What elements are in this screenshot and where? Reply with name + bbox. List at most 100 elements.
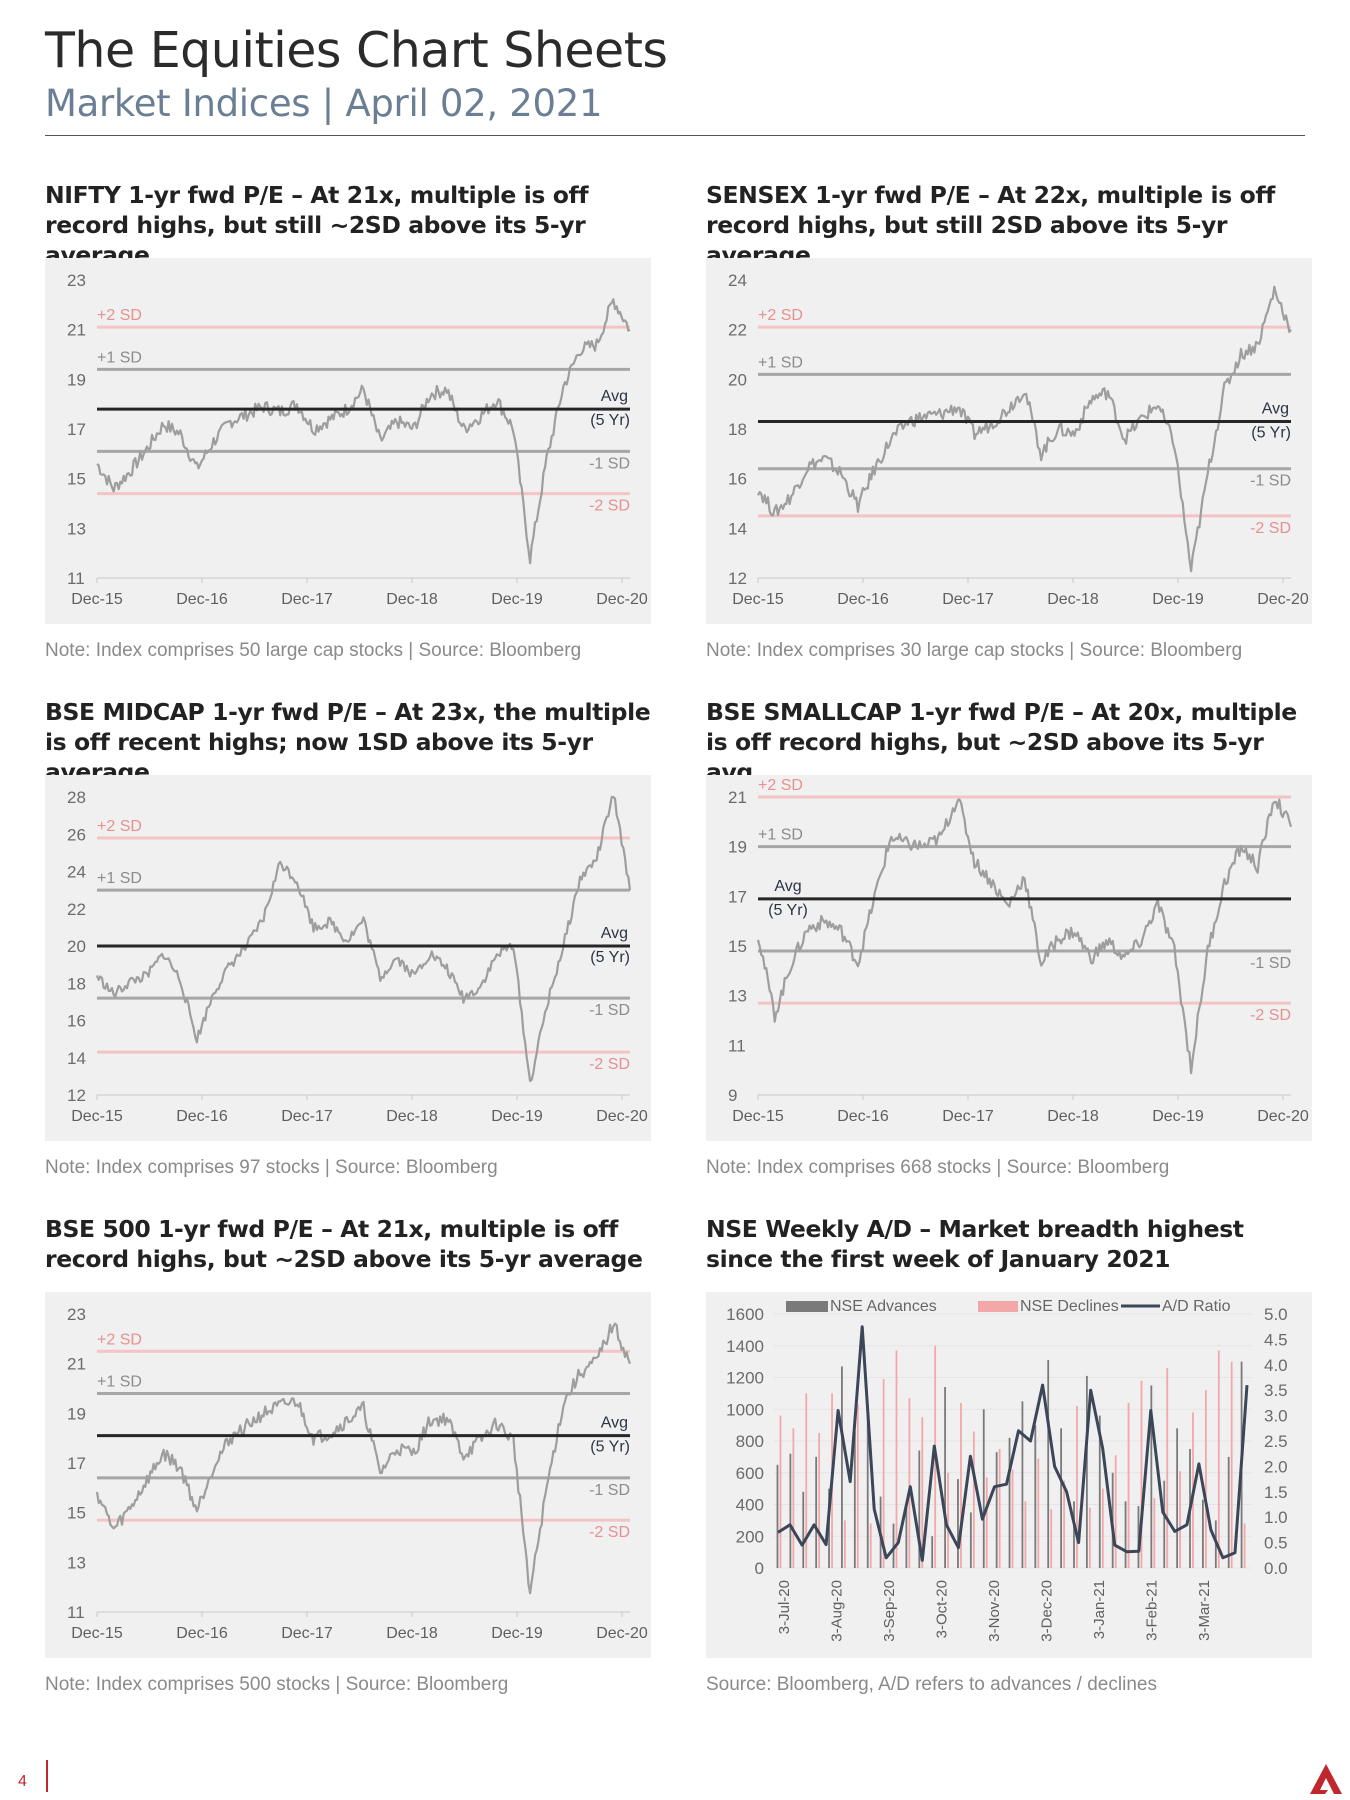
avg-label-period: (5 Yr): [590, 412, 630, 429]
chart-svg: 9 11 13 15 17 19 21 Dec-15 Dec-16 Dec-17 Dec-18 Dec…: [728, 777, 1309, 1125]
advances-bar: [1202, 1499, 1204, 1568]
plus-1sd-label: +1 SD: [758, 827, 803, 844]
plus-1sd-label: +1 SD: [97, 349, 142, 366]
x-tick-label: 3-Jul-20: [776, 1580, 793, 1634]
advances-bar: [1124, 1501, 1127, 1568]
declines-bar: [1140, 1380, 1143, 1568]
minus-2sd-label: -2 SD: [589, 1524, 630, 1541]
y-tick-label: 11: [67, 1603, 85, 1622]
y-tick-label: 800: [736, 1432, 764, 1451]
panel-nse-ad: NSE Weekly A/D – Market breadth highest …: [706, 1214, 1312, 1695]
avg-label: Avg: [1262, 401, 1289, 418]
plus-1sd-label: +1 SD: [758, 354, 803, 371]
y-tick-label: 19: [67, 1404, 86, 1423]
plus-2sd-label: +2 SD: [97, 307, 142, 324]
advances-bar: [1073, 1501, 1075, 1568]
avg-label-period: (5 Yr): [1251, 425, 1291, 442]
declines-bar: [882, 1379, 885, 1568]
report-title: The Equities Chart Sheets: [45, 22, 668, 79]
pe-series-line: [95, 795, 632, 1083]
panel-note: Source: Bloomberg, A/D refers to advance…: [706, 1674, 1157, 1695]
y2-tick-label: 2.0: [1264, 1457, 1288, 1476]
panel-midcap: BSE MIDCAP 1-yr fwd P/E – At 23x, the mu…: [45, 697, 651, 1178]
avg-label-period: (5 Yr): [590, 949, 630, 966]
advances-bar: [1008, 1437, 1011, 1568]
y-tick-label: 17: [67, 1454, 86, 1473]
plus-2sd-label: +2 SD: [97, 818, 142, 835]
declines-bar: [1166, 1367, 1169, 1568]
x-tick-label: Dec-15: [71, 1108, 123, 1125]
pe-series-line: [757, 285, 1292, 573]
y2-tick-label: 2.5: [1264, 1432, 1288, 1451]
advances-bar: [853, 1431, 856, 1568]
chart-smallcap-pe: 9 11 13 15 17 19 21 Dec-15 Dec-16 Dec-17 Dec-18 Dec…: [706, 775, 1312, 1141]
ad-ratio-line: [777, 1325, 1249, 1562]
advances-bar: [866, 1409, 869, 1568]
y2-tick-label: 0.5: [1264, 1534, 1288, 1553]
y-tick-label: 20: [67, 937, 86, 956]
y-tick-label: 12: [67, 1086, 86, 1105]
declines-bar: [818, 1433, 821, 1568]
declines-bar: [1205, 1390, 1207, 1568]
minus-1sd-label: -1 SD: [1250, 955, 1291, 972]
panel-title: BSE MIDCAP 1-yr fwd P/E – At 23x, the mu…: [45, 698, 651, 786]
y-tick-label: 23: [67, 1305, 86, 1324]
declines-bar: [844, 1520, 846, 1568]
x-tick-label: Dec-20: [596, 1108, 648, 1125]
avg-label: Avg: [601, 388, 628, 405]
advances-bar: [944, 1387, 946, 1568]
y-tick-label: 400: [736, 1496, 764, 1515]
y2-tick-label: 1.5: [1264, 1483, 1288, 1502]
advances-bar: [1034, 1425, 1037, 1568]
y-tick-label: 21: [67, 1355, 86, 1374]
advances-bar: [931, 1536, 934, 1568]
chart-bse500-pe: 11 13 15 17 19 21 23 Dec-15 Dec-16 Dec-17 Dec-18 De…: [45, 1292, 651, 1658]
declines-bar: [1217, 1350, 1220, 1568]
declines-bar: [1101, 1488, 1104, 1568]
declines-bar: [1153, 1498, 1156, 1568]
y-tick-label: 17: [67, 420, 86, 439]
pe-series-line: [96, 298, 631, 565]
declines-bar: [1230, 1361, 1233, 1568]
panel-title: NSE Weekly A/D – Market breadth highest …: [706, 1215, 1244, 1273]
y-tick-label: 21: [728, 788, 747, 807]
x-tick-label: 3-Sep-20: [881, 1580, 898, 1642]
declines-bar: [779, 1415, 782, 1568]
x-tick-label: Dec-20: [1257, 1108, 1309, 1125]
declines-bar: [1127, 1402, 1130, 1568]
panel-title: NIFTY 1-yr fwd P/E – At 21x, multiple is…: [45, 181, 589, 269]
declines-bar: [921, 1417, 924, 1568]
x-tick-label: 3-Jan-21: [1091, 1580, 1108, 1639]
legend-swatch-declines: [978, 1301, 1018, 1312]
panel-note: Note: Index comprises 30 large cap stock…: [706, 640, 1243, 661]
x-tick-label: 3-Mar-21: [1196, 1580, 1213, 1641]
advances-bar: [905, 1501, 908, 1568]
advances-bar: [918, 1450, 921, 1568]
x-tick-label: Dec-19: [491, 591, 543, 608]
avg-label-period: (5 Yr): [768, 902, 808, 919]
x-tick-label: Dec-18: [386, 1625, 438, 1642]
avg-label: Avg: [601, 1415, 628, 1432]
x-tick-label: 3-Aug-20: [829, 1580, 846, 1642]
x-tick-label: Dec-18: [386, 591, 438, 608]
chart-sensex-pe: 12 14 16 18 20 22 24 Dec-15 Dec-16 Dec-17 Dec-18 De…: [706, 258, 1312, 624]
minus-1sd-label: -1 SD: [589, 1482, 630, 1499]
x-tick-label: Dec-20: [596, 1625, 648, 1642]
advances-bar: [789, 1453, 792, 1568]
advances-bar: [776, 1464, 779, 1568]
x-tick-label: 3-Oct-20: [934, 1580, 951, 1638]
chart-svg: 12 14 16 18 20 22 24 Dec-15 Dec-16 Dec-17 Dec-18 De…: [728, 271, 1309, 608]
y-tick-label: 22: [67, 900, 86, 919]
y-tick-label: 12: [728, 569, 747, 588]
declines-bar: [908, 1398, 911, 1568]
footer-accent-bar: [46, 1760, 48, 1792]
y-tick-label: 200: [736, 1527, 764, 1546]
x-tick-label: Dec-16: [176, 1108, 228, 1125]
minus-1sd-label: -1 SD: [1250, 473, 1291, 490]
panel-title: SENSEX 1-yr fwd P/E – At 22x, multiple i…: [706, 181, 1275, 269]
minus-2sd-label: -2 SD: [589, 1056, 630, 1073]
declines-bar: [1011, 1469, 1014, 1568]
panel-title: BSE SMALLCAP 1-yr fwd P/E – At 20x, mult…: [706, 698, 1297, 786]
declines-bar: [1037, 1458, 1040, 1568]
y-tick-label: 13: [67, 519, 86, 538]
